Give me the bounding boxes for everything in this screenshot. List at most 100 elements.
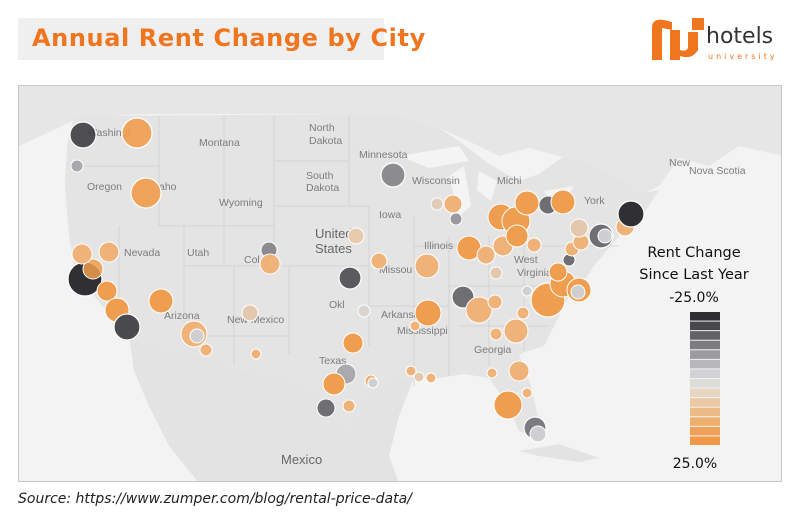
legend-swatch (690, 340, 720, 350)
legend-swatch (690, 369, 720, 378)
city-bubble[interactable] (250, 348, 262, 360)
city-bubble[interactable] (569, 218, 589, 238)
city-bubble[interactable] (476, 245, 496, 265)
city-bubble[interactable] (199, 343, 213, 357)
city-bubble[interactable] (414, 299, 442, 327)
city-bubble[interactable] (529, 425, 547, 443)
label-iowa: Iowa (379, 209, 401, 221)
legend-swatch (690, 436, 720, 445)
legend-swatch (690, 359, 720, 369)
city-bubble[interactable] (189, 328, 205, 344)
city-bubble[interactable] (486, 367, 498, 379)
map-canvas: Washingt Montana North Dakota Minnesota … (19, 86, 781, 481)
city-bubble[interactable] (489, 266, 503, 280)
label-colorado: Col (244, 254, 260, 266)
city-bubble[interactable] (521, 387, 533, 399)
label-new-york: York (584, 195, 605, 207)
city-bubble[interactable] (526, 237, 542, 253)
chart-title: Annual Rent Change by City (32, 24, 426, 52)
city-bubble[interactable] (430, 197, 444, 211)
city-bubble[interactable] (130, 177, 162, 209)
label-arkansas: Arkansas (381, 309, 425, 321)
city-bubble[interactable] (113, 313, 141, 341)
city-bubble[interactable] (370, 252, 388, 270)
logo-word: hotels (706, 24, 774, 49)
cuba-land (519, 444, 599, 462)
city-bubble[interactable] (148, 288, 174, 314)
city-bubble[interactable] (465, 296, 493, 324)
label-arizona: Arizona (164, 310, 200, 322)
mexico-land (129, 336, 414, 481)
city-bubble[interactable] (259, 253, 281, 275)
label-washington: Washingt (87, 127, 130, 139)
city-bubble[interactable] (425, 372, 437, 384)
label-montana: Montana (199, 137, 240, 149)
map[interactable]: Washingt Montana North Dakota Minnesota … (18, 85, 782, 482)
label-oregon: Oregon (87, 181, 122, 193)
label-mexico: Mexico (281, 452, 322, 467)
label-north-dakota-2: Dakota (309, 135, 342, 147)
label-wisconsin: Wisconsin (412, 175, 460, 187)
city-bubble[interactable] (413, 371, 425, 383)
label-north-dakota-1: North (309, 122, 335, 134)
city-bubble[interactable] (316, 398, 336, 418)
city-bubble[interactable] (380, 162, 406, 188)
city-bubble[interactable] (347, 227, 365, 245)
legend-color-ramp (690, 312, 720, 445)
city-bubble[interactable] (322, 372, 346, 396)
city-bubble[interactable] (342, 399, 356, 413)
usa-land (65, 114, 659, 438)
city-bubble[interactable] (367, 377, 379, 389)
city-bubble[interactable] (82, 258, 104, 280)
legend-title-line2: Since Last Year (639, 267, 749, 283)
label-states: States (315, 241, 352, 256)
city-bubble[interactable] (508, 360, 530, 382)
city-bubble[interactable] (70, 159, 84, 173)
city-bubble[interactable] (493, 390, 523, 420)
legend-max-label: 25.0% (672, 456, 718, 472)
city-bubble[interactable] (357, 304, 371, 318)
city-bubble[interactable] (342, 332, 364, 354)
city-bubble[interactable] (617, 200, 645, 228)
legend-swatch (690, 350, 720, 359)
city-bubble[interactable] (409, 320, 421, 332)
city-bubble[interactable] (71, 243, 93, 265)
source-note: Source: https://www.zumper.com/blog/rent… (18, 491, 412, 507)
label-illinois: Illinois (424, 240, 453, 252)
city-bubble[interactable] (98, 241, 120, 263)
city-bubble[interactable] (96, 280, 118, 302)
city-bubble[interactable] (597, 228, 613, 244)
city-bubble[interactable] (489, 327, 503, 341)
legend-swatch (690, 388, 720, 398)
legend-swatch (690, 417, 720, 426)
city-bubble[interactable] (338, 266, 362, 290)
city-bubble[interactable] (505, 224, 529, 248)
label-wyoming: Wyoming (219, 197, 263, 209)
city-bubble[interactable] (514, 190, 540, 216)
city-bubble[interactable] (443, 194, 463, 214)
logo-mark-icon (652, 18, 704, 60)
city-bubble[interactable] (241, 304, 259, 322)
city-bubble[interactable] (516, 306, 530, 320)
city-bubble[interactable] (69, 121, 97, 149)
label-utah: Utah (187, 247, 209, 259)
label-minnesota: Minnesota (359, 149, 408, 161)
city-bubble[interactable] (503, 318, 529, 344)
city-bubble[interactable] (405, 365, 417, 377)
city-bubble[interactable] (487, 294, 503, 310)
label-new-brunswick: New (669, 157, 690, 169)
label-idaho: aho (159, 181, 177, 193)
city-bubble[interactable] (414, 253, 440, 279)
city-bubble[interactable] (570, 284, 586, 300)
label-michigan: Michi (497, 175, 522, 187)
hotels-university-logo: hotels university (648, 16, 780, 64)
city-bubble[interactable] (449, 212, 463, 226)
legend-title-line1: Rent Change (647, 245, 741, 261)
city-bubble[interactable] (121, 117, 153, 149)
label-missouri: Missou (379, 264, 412, 276)
city-bubble[interactable] (550, 189, 576, 215)
city-bubbles[interactable] (67, 117, 645, 443)
city-bubble[interactable] (548, 262, 568, 282)
city-bubble[interactable] (521, 285, 533, 297)
legend-swatch (690, 321, 720, 331)
